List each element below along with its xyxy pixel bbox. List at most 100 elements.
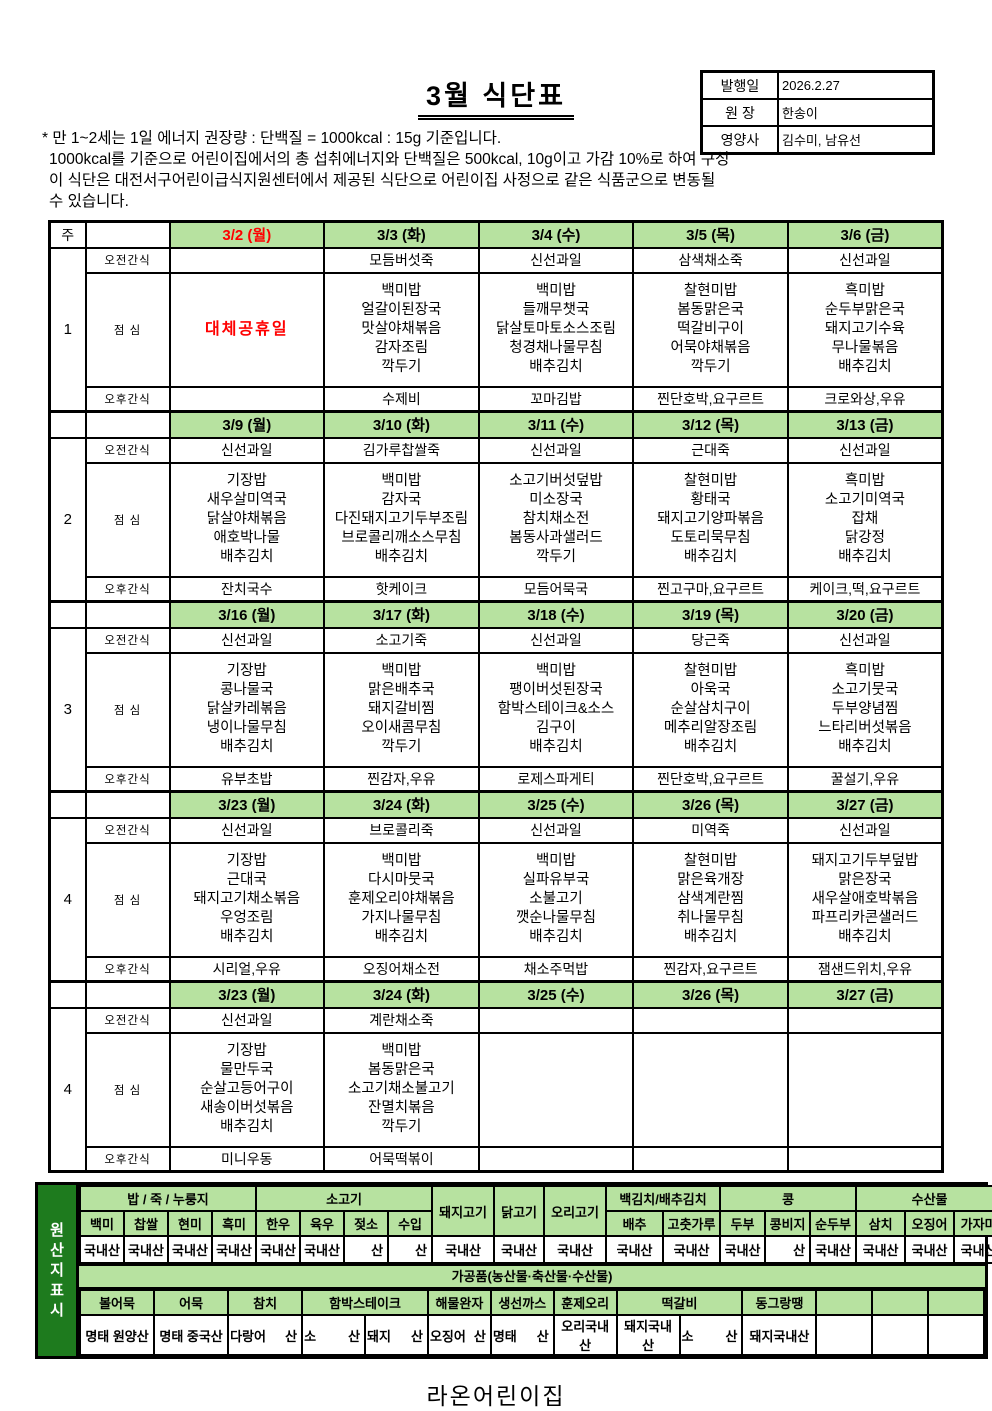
origin-item-header: 두부 bbox=[719, 1210, 767, 1237]
origin-value-cell: 국내산 bbox=[543, 1235, 608, 1264]
info-row: 원 장 한송이 bbox=[700, 98, 935, 127]
origin-value-cell: 명태 중국산 bbox=[153, 1314, 230, 1356]
origin-value-row: 국내산 국내산 국내산 국내산 국내산 국내산 산 산 국내산 국내산 국내산 국내산 국내산 국내산 산 국… bbox=[79, 1235, 992, 1264]
info-value: 한송이 bbox=[777, 98, 935, 127]
header-spacer-cell bbox=[84, 980, 171, 1009]
origin-group-header: 콩 bbox=[719, 1185, 858, 1212]
menu-table: 주 3/2 (월) 3/3 (화) 3/4 (수) 3/5 (목) 3/6 (금) 1 오전간… bbox=[48, 220, 944, 1173]
page-title: 3월 식단표 bbox=[418, 74, 574, 120]
date-header-cell: 3/2 (월) bbox=[168, 220, 326, 249]
afternoon-snack-cell: 케이크,떡,요구르트 bbox=[786, 575, 944, 603]
date-header-cell: 3/11 (수) bbox=[477, 410, 635, 439]
morning-snack-cell: 신선과일 bbox=[786, 436, 944, 464]
row-label-morning-snack: 오전간식 bbox=[84, 246, 171, 274]
origin-value-left: 명태 bbox=[492, 1328, 517, 1344]
origin-value-cell: 국내산 bbox=[953, 1235, 992, 1264]
morning-snack-cell: 근대죽 bbox=[632, 436, 789, 464]
origin-item-header: 백미 bbox=[79, 1210, 125, 1237]
lunch-menu-cell bbox=[632, 1031, 789, 1148]
origin-group-header: 닭고기 bbox=[493, 1185, 546, 1237]
lunch-row: 점 심 기장밥 근대국 돼지고기채소볶음 우엉조림 배추김치 백미밥 다시마뭇국 훈… bbox=[50, 841, 944, 958]
lunch-menu-cell: 대체공휴일 bbox=[168, 271, 326, 388]
origin-section: 원산지표시 밥 / 죽 / 누룽지 소고기 돼지고기 닭고기 오리고기 백김치/배추김치 콩… bbox=[35, 1182, 992, 1359]
morning-snack-cell: 신선과일 bbox=[786, 626, 944, 654]
origin-item-header: 한우 bbox=[255, 1210, 302, 1237]
origin-value-cell: 국내산 bbox=[605, 1235, 665, 1264]
processed-item-row: 볼어묵 어묵 참치 함박스테이크 해물완자 생선까스 훈제오리 떡갈비 동그랑땡 bbox=[78, 1289, 985, 1316]
origin-item-header: 배추 bbox=[605, 1210, 665, 1237]
origin-value-cell: 국내산 bbox=[79, 1235, 125, 1264]
origin-value-cell bbox=[927, 1314, 985, 1356]
row-label-morning-snack: 오전간식 bbox=[84, 626, 171, 654]
processed-item-header: 훈제오리 bbox=[552, 1289, 618, 1316]
origin-value-right: 산 bbox=[725, 1328, 738, 1344]
week-section: 주 3/2 (월) 3/3 (화) 3/4 (수) 3/5 (목) 3/6 (금) 1 오전간… bbox=[48, 220, 944, 413]
morning-snack-cell: 신선과일 bbox=[477, 816, 635, 844]
lunch-menu-cell: 백미밥 실파유부국 소불고기 깻순나물무침 배추김치 bbox=[477, 841, 635, 958]
origin-value-cell: 국내산 bbox=[123, 1235, 169, 1264]
morning-snack-cell: 신선과일 bbox=[477, 626, 635, 654]
date-header-cell: 3/19 (목) bbox=[632, 600, 789, 629]
origin-group-header: 밥 / 죽 / 누룽지 bbox=[78, 1185, 258, 1212]
date-header-cell: 3/10 (화) bbox=[323, 410, 480, 439]
origin-value-left: 소 bbox=[304, 1328, 317, 1344]
afternoon-snack-cell: 채소주먹밥 bbox=[477, 955, 635, 983]
date-header-cell: 3/25 (수) bbox=[477, 980, 635, 1009]
afternoon-snack-cell: 찐감자,요구르트 bbox=[632, 955, 789, 983]
processed-goods-title: 가공품(농산물·축산물·수산물) bbox=[79, 1264, 985, 1289]
origin-value-cell: 국내산 bbox=[493, 1235, 546, 1264]
afternoon-snack-cell: 찐고구마,요구르트 bbox=[632, 575, 789, 603]
lunch-row: 점 심 기장밥 콩나물국 닭살카레볶음 냉이나물무침 배추김치 백미밥 맑은배추국 … bbox=[50, 651, 944, 768]
lunch-menu-cell: 기장밥 새우살미역국 닭살야채볶음 애호박나물 배추김치 bbox=[168, 461, 326, 578]
morning-snack-cell bbox=[477, 1006, 635, 1034]
origin-value-right: 산 bbox=[371, 1243, 384, 1258]
lunch-row: 점 심 대체공휴일 백미밥 얼갈이된장국 맛살야채볶음 감자조림 깍두기 백미밥 들깨… bbox=[50, 271, 944, 388]
origin-value-right: 산 bbox=[415, 1243, 428, 1258]
origin-value-cell: 국내산 bbox=[210, 1235, 258, 1264]
origin-group-header: 돼지고기 bbox=[431, 1185, 496, 1237]
afternoon-snack-cell: 크로와상,우유 bbox=[786, 385, 944, 413]
week-column-header bbox=[48, 980, 87, 1009]
afternoon-snack-row: 오후간식 수제비 꼬마김밥 찐단호박,요구르트 크로와상,우유 bbox=[50, 385, 944, 413]
morning-snack-cell: 신선과일 bbox=[786, 816, 944, 844]
afternoon-snack-row: 오후간식 시리얼,우유 오징어채소전 채소주먹밥 찐감자,요구르트 잼샌드위치,우유 bbox=[50, 955, 944, 983]
afternoon-snack-cell: 로제스파게티 bbox=[477, 765, 635, 793]
lunch-menu-cell: 돼지고기두부덮밥 맑은장국 새우살애호박볶음 파프리카콘샐러드 배추김치 bbox=[786, 841, 944, 958]
week-section: 3/9 (월) 3/10 (화) 3/11 (수) 3/12 (목) 3/13 (금) 2… bbox=[48, 410, 944, 603]
origin-value-cell bbox=[815, 1314, 874, 1356]
date-header-cell: 3/25 (수) bbox=[477, 790, 635, 819]
origin-value-right: 산 bbox=[410, 1328, 423, 1344]
afternoon-snack-cell bbox=[786, 1145, 944, 1173]
lunch-menu-cell: 백미밥 팽이버섯된장국 함박스테이크&소스 김구이 배추김치 bbox=[477, 651, 635, 768]
info-row: 발행일 2026.2.27 bbox=[700, 70, 935, 100]
origin-main: 밥 / 죽 / 누룽지 소고기 돼지고기 닭고기 오리고기 백김치/배추김치 콩 수산물 백미 찹… bbox=[78, 1185, 992, 1356]
processed-value-row: 명태 원양산 명태 중국산 다랑어 산 소 산 돼지 산 오징어 산 명태 산 오리국내산 돼지국내산 소 산… bbox=[78, 1314, 985, 1356]
origin-item-header: 고춧가루 bbox=[662, 1210, 722, 1237]
origin-value-cell: 국내산 bbox=[904, 1235, 956, 1264]
lunch-menu-cell: 흑미밥 순두부맑은국 돼지고기수육 무나물볶음 배추김치 bbox=[786, 271, 944, 388]
afternoon-snack-cell bbox=[168, 385, 326, 413]
afternoon-snack-cell: 어묵떡볶이 bbox=[323, 1145, 480, 1173]
origin-value-cell: 국내산 bbox=[855, 1235, 907, 1264]
info-label: 원 장 bbox=[700, 98, 779, 127]
date-header-cell: 3/18 (수) bbox=[477, 600, 635, 629]
date-header-cell: 3/3 (화) bbox=[323, 220, 480, 249]
origin-item-header: 가자미 bbox=[953, 1210, 992, 1237]
lunch-row: 점 심 기장밥 새우살미역국 닭살야채볶음 애호박나물 배추김치 백미밥 감자국 다… bbox=[50, 461, 944, 578]
morning-snack-row: 4 오전간식 신선과일 계란채소죽 bbox=[48, 1006, 944, 1173]
processed-item-header: 해물완자 bbox=[426, 1289, 492, 1316]
origin-value-left: 오징어 bbox=[429, 1328, 466, 1344]
row-label-afternoon-snack: 오후간식 bbox=[84, 385, 171, 413]
origin-value-cell: 국내산 bbox=[255, 1235, 302, 1264]
processed-item-header: 함박스테이크 bbox=[301, 1289, 429, 1316]
info-label: 발행일 bbox=[700, 70, 779, 100]
row-label-afternoon-snack: 오후간식 bbox=[84, 955, 171, 983]
origin-value-right: 산 bbox=[285, 1328, 298, 1344]
origin-item-header: 젖소 bbox=[343, 1210, 390, 1237]
row-label-afternoon-snack: 오후간식 bbox=[84, 575, 171, 603]
morning-snack-cell bbox=[632, 1006, 789, 1034]
morning-snack-row: 2 오전간식 신선과일 김가루찹쌀죽 신선과일 근대죽 신선과일 bbox=[48, 436, 944, 603]
origin-group-header: 수산물 bbox=[855, 1185, 992, 1212]
afternoon-snack-cell: 잼샌드위치,우유 bbox=[786, 955, 944, 983]
morning-snack-cell: 신선과일 bbox=[477, 246, 635, 274]
